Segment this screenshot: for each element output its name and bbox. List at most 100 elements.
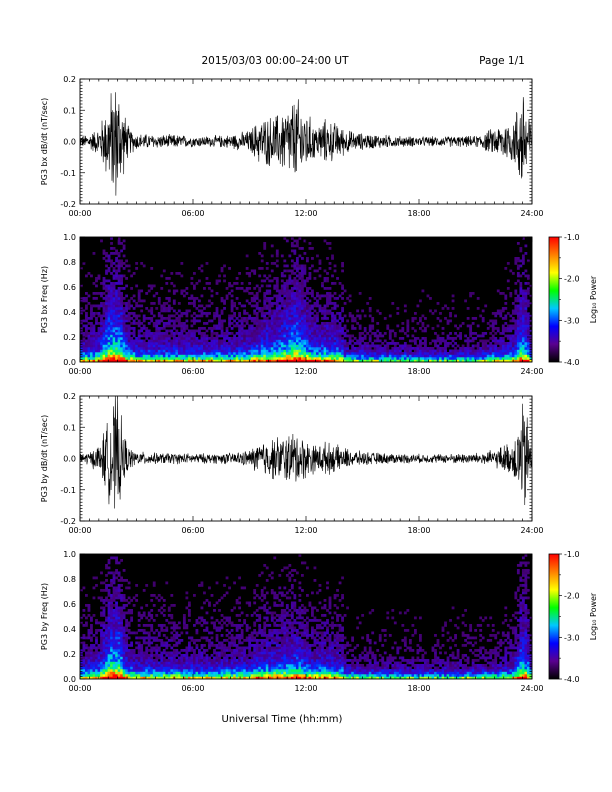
spectrogram-cell bbox=[300, 267, 304, 270]
spectrogram-cell bbox=[300, 314, 304, 318]
x-tick-label: 00:00 bbox=[68, 526, 91, 535]
spectrogram-cell bbox=[125, 654, 129, 657]
spectrogram-cell bbox=[250, 344, 254, 348]
spectrogram-cell bbox=[331, 254, 334, 258]
spectrogram-cell bbox=[213, 317, 216, 320]
spectrogram-cell bbox=[213, 342, 216, 345]
spectrogram-cell bbox=[105, 359, 108, 363]
spectrogram-cell bbox=[115, 641, 118, 645]
spectrogram-cell bbox=[280, 339, 284, 343]
spectrogram-cell bbox=[386, 342, 390, 345]
spectrogram-cell bbox=[300, 282, 304, 285]
spectrogram-cell bbox=[190, 354, 194, 358]
spectrogram-cell bbox=[145, 359, 149, 363]
spectrogram-cell bbox=[403, 304, 407, 308]
spectrogram-cell bbox=[333, 344, 337, 348]
spectrogram-cell bbox=[323, 269, 327, 273]
spectrogram-cell bbox=[132, 352, 136, 355]
spectrogram-cell bbox=[300, 339, 304, 343]
spectrogram-cell bbox=[275, 349, 279, 353]
spectrogram-cell bbox=[326, 339, 329, 343]
spectrogram-cell bbox=[514, 347, 518, 350]
spectrogram-cell bbox=[283, 309, 287, 313]
spectrogram-cell bbox=[471, 352, 475, 355]
spectrogram-cell bbox=[85, 604, 88, 607]
spectrogram-cell bbox=[150, 339, 154, 343]
spectrogram-cell bbox=[303, 252, 307, 255]
spectrogram-cell bbox=[306, 349, 309, 353]
spectrogram-cell bbox=[275, 294, 279, 298]
spectrogram-cell bbox=[117, 282, 121, 285]
spectrogram-cell bbox=[481, 319, 485, 323]
spectrogram-cell bbox=[137, 352, 141, 355]
spectrogram-cell bbox=[120, 279, 123, 283]
spectrogram-cell bbox=[268, 279, 272, 283]
spectrogram-cell bbox=[132, 339, 136, 343]
spectrogram-cell bbox=[120, 639, 123, 642]
spectrogram-cell bbox=[290, 357, 294, 360]
spectrogram-cell bbox=[265, 289, 269, 293]
spectrogram-cell bbox=[125, 324, 129, 328]
spectrogram-cell bbox=[303, 347, 307, 350]
spectrogram-cell bbox=[265, 334, 269, 338]
spectrogram-cell bbox=[283, 312, 287, 315]
spectrogram-cell bbox=[283, 317, 287, 320]
spectrogram-cell bbox=[260, 324, 264, 328]
spectrogram-cell bbox=[132, 342, 136, 345]
spectrogram-cell bbox=[393, 357, 397, 360]
spectrogram-cell bbox=[117, 294, 121, 298]
spectrogram-cell bbox=[469, 292, 473, 295]
spectrogram-cell bbox=[117, 651, 121, 655]
spectrogram-cell bbox=[496, 359, 500, 363]
spectrogram-cell bbox=[514, 337, 518, 340]
spectrogram-cell bbox=[514, 307, 518, 310]
spectrogram-cell bbox=[494, 349, 498, 353]
spectrogram-cell bbox=[524, 337, 528, 340]
spectrogram-cell bbox=[190, 342, 194, 345]
spectrogram-cell bbox=[230, 357, 234, 360]
spectrogram-cell bbox=[526, 344, 530, 348]
spectrogram-cell bbox=[413, 349, 417, 353]
spectrogram-cell bbox=[240, 324, 244, 328]
spectrogram-cell bbox=[263, 342, 267, 345]
spectrogram-cell bbox=[127, 327, 131, 330]
spectrogram-cell bbox=[110, 289, 113, 293]
spectrogram-cell bbox=[112, 631, 116, 635]
spectrogram-cell bbox=[514, 329, 518, 333]
spectrogram-cell bbox=[250, 339, 254, 343]
spectrogram-cell bbox=[519, 302, 523, 305]
spectrogram-cell bbox=[429, 354, 432, 358]
spectrogram-cell bbox=[172, 349, 176, 353]
spectrogram-cell bbox=[383, 332, 387, 335]
spectrogram-cell bbox=[255, 297, 259, 300]
spectrogram-cell bbox=[155, 357, 159, 360]
spectrogram-cell bbox=[182, 329, 186, 333]
spectrogram-cell bbox=[107, 664, 111, 667]
spectrogram-cell bbox=[316, 324, 319, 328]
spectrogram-cell bbox=[105, 357, 108, 360]
spectrogram-cell bbox=[97, 307, 101, 310]
spectrogram-cell bbox=[348, 339, 352, 343]
spectrogram-cell bbox=[200, 339, 204, 343]
spectrogram-cell bbox=[95, 654, 98, 657]
spectrogram-cell bbox=[243, 329, 247, 333]
spectrogram-cell bbox=[363, 327, 367, 330]
spectrogram-cell bbox=[117, 254, 121, 258]
spectrogram-cell bbox=[501, 332, 505, 335]
spectrogram-cell bbox=[90, 676, 93, 680]
spectrogram-cell bbox=[398, 349, 402, 353]
spectrogram-cell bbox=[311, 352, 314, 355]
spectrogram-cell bbox=[406, 357, 410, 360]
y-tick-label: 1.0 bbox=[63, 233, 76, 242]
spectrogram-cell bbox=[107, 646, 111, 650]
spectrogram-cell bbox=[403, 332, 407, 335]
spectrogram-cell bbox=[213, 354, 216, 358]
spectrogram-cell bbox=[198, 342, 201, 345]
spectrogram-cell bbox=[230, 339, 234, 343]
spectrogram-cell bbox=[117, 619, 121, 622]
spectrogram-cell bbox=[255, 327, 259, 330]
spectrogram-cell bbox=[331, 257, 334, 260]
spectrogram-cell bbox=[112, 646, 116, 650]
spectrogram-cell bbox=[316, 349, 319, 353]
spectrogram-cell bbox=[120, 606, 123, 610]
